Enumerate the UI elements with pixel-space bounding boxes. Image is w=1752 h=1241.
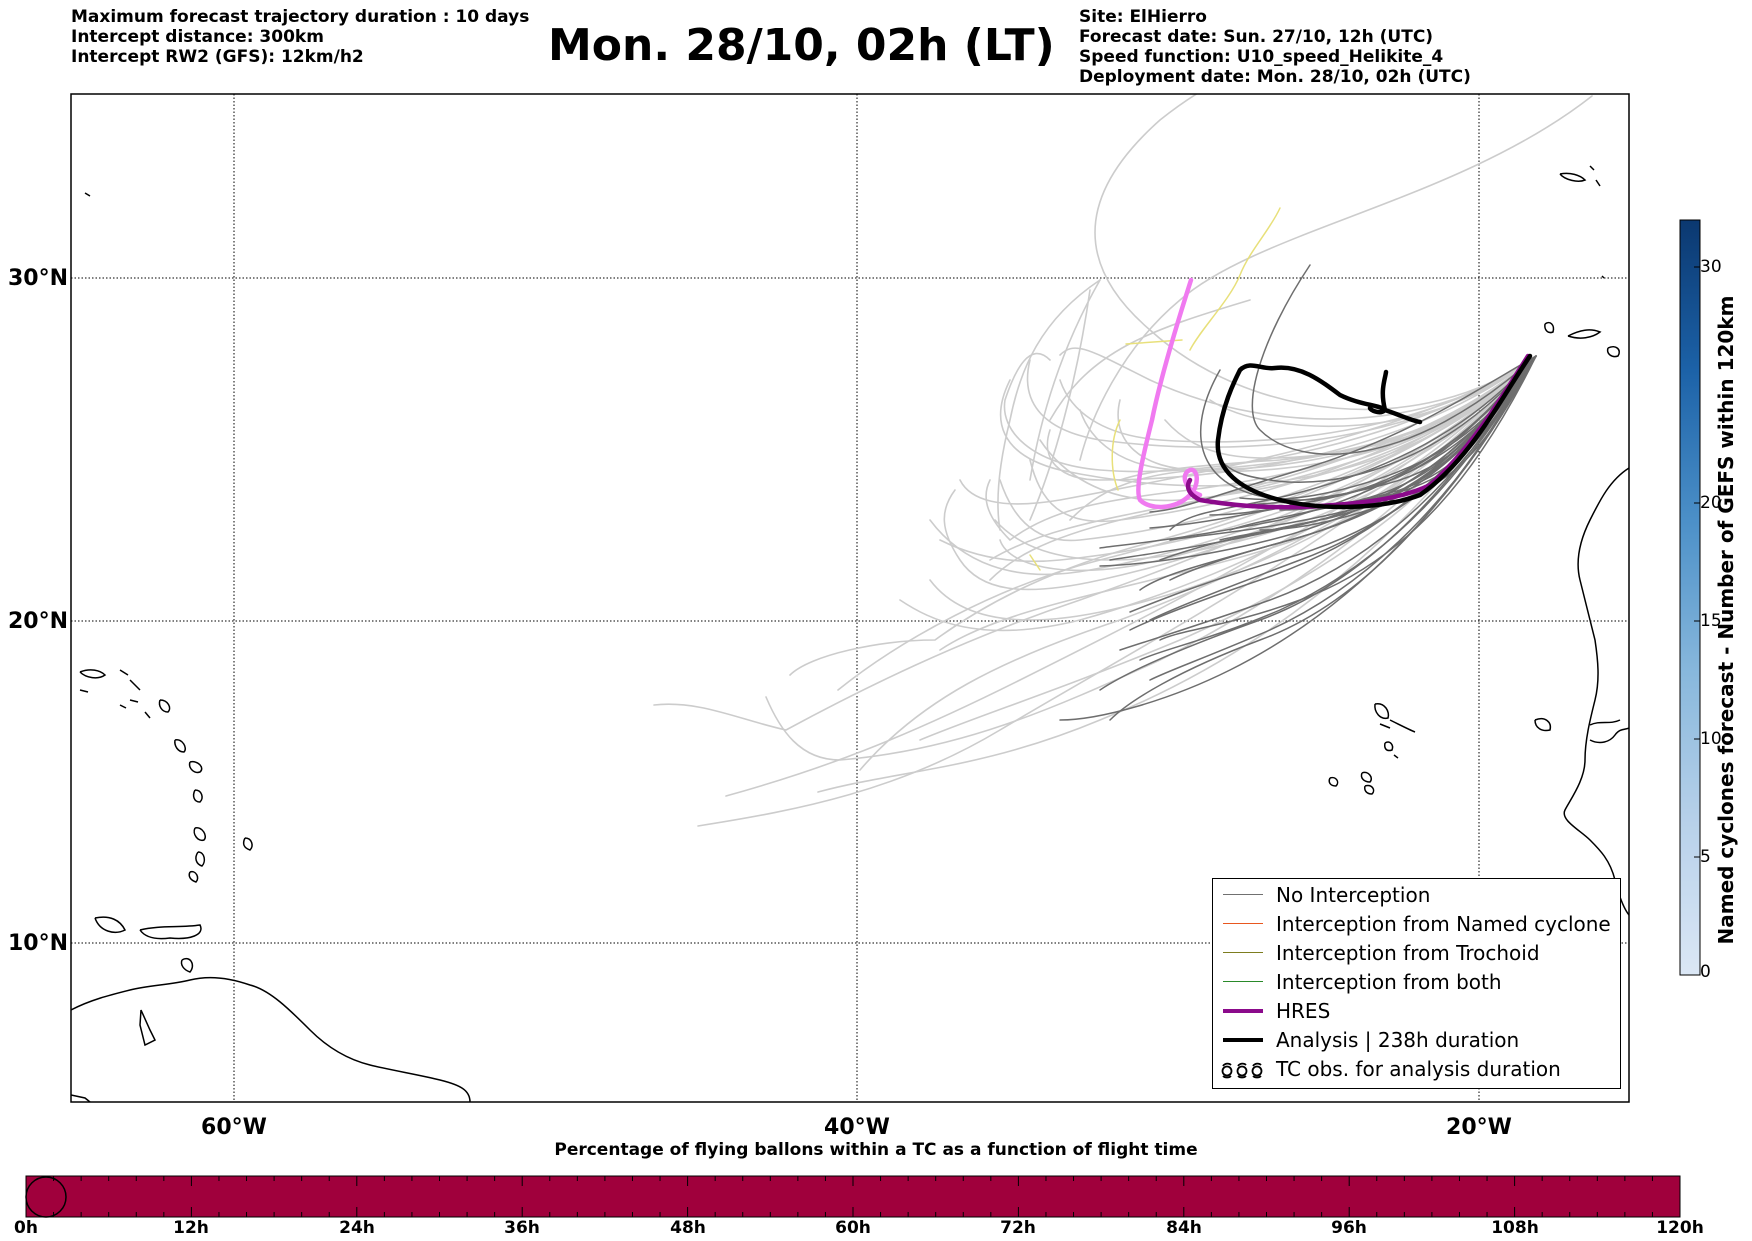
lat-label-20n: 20°N [8,609,69,634]
colorbar-tick-5: 5 [1700,847,1711,867]
pct-tick-48h: 48h [670,1218,706,1238]
header-line-duration: Maximum forecast trajectory duration : 1… [71,7,530,27]
legend-label: Interception from Trochoid [1276,941,1540,965]
no-interception-trajectories [1059,264,1537,721]
header-line-speed-function: Speed function: U10_speed_Helikite_4 [1079,47,1444,67]
legend-swatch [1223,1009,1263,1013]
pct-tick-96h: 96h [1331,1218,1367,1238]
legend-swatch [1223,952,1263,953]
legend-item-analysis: Analysis | 238h duration [1213,1026,1613,1054]
faded-trajectories [653,94,1593,827]
legend-label: Interception from both [1276,970,1502,994]
legend-label: TC obs. for analysis duration [1276,1057,1561,1081]
pct-tick-24h: 24h [339,1218,375,1238]
legend-swatch [1223,981,1263,982]
analysis-trajectory [1215,353,1533,510]
header-line-forecast-date: Forecast date: Sun. 27/10, 12h (UTC) [1079,27,1434,47]
colorbar-tick-10: 10 [1700,729,1722,749]
legend-label: Analysis | 238h duration [1276,1028,1520,1052]
header-left: Maximum forecast trajectory duration : 1… [71,7,529,67]
header-line-deployment-date: Deployment date: Mon. 28/10, 02h (UTC) [1079,67,1471,87]
header-line-distance: Intercept distance: 300km [71,27,324,47]
colorbar-tick-0: 0 [1700,962,1711,982]
colorbar-tick-15: 15 [1700,611,1722,631]
legend-label: Interception from Named cyclone [1276,912,1611,936]
pct-tick-0h: 0h [14,1218,38,1238]
colorbar-gradient [1679,219,1701,976]
legend-item-both: Interception from both [1213,968,1613,996]
lat-label-10n: 10°N [8,931,69,956]
pct-tick-108h: 108h [1491,1218,1539,1238]
header-line-intercept: Intercept RW2 (GFS): 12km/h2 [71,47,364,67]
map-legend: No Interception Interception from Named … [1212,878,1621,1089]
pct-tick-12h: 12h [173,1218,209,1238]
legend-item-named-cyclone: Interception from Named cyclone [1213,910,1613,938]
lon-label-20w: 20°W [1446,1115,1512,1140]
percentage-bar-title: Percentage of flying ballons within a TC… [554,1140,1198,1160]
legend-item-trochoid: Interception from Trochoid [1213,939,1613,967]
pct-tick-60h: 60h [835,1218,871,1238]
legend-swatch [1223,923,1263,924]
legend-swatch [1223,894,1263,895]
lon-label-40w: 40°W [824,1115,890,1140]
lon-label-60w: 60°W [201,1115,267,1140]
legend-item-hres: HRES [1213,997,1613,1025]
legend-item-no-interception: No Interception [1213,881,1613,909]
lat-label-30n: 30°N [8,266,69,291]
map-gridlines [71,94,1629,1102]
pct-tick-84h: 84h [1166,1218,1202,1238]
percentage-bar [25,1175,1681,1218]
pct-tick-120h: 120h [1656,1218,1704,1238]
header-right: Site: ElHierro Forecast date: Sun. 27/10… [1079,7,1471,87]
colorbar-tick-20: 20 [1700,493,1722,513]
coastlines [71,165,1629,1102]
map-frame [70,93,1630,1103]
yellow-trajectory-fragments [1029,207,1281,571]
page-title: Mon. 28/10, 02h (LT) [548,20,1055,71]
legend-swatch [1223,1038,1263,1042]
header-line-site: Site: ElHierro [1079,7,1207,27]
legend-label: HRES [1276,999,1331,1023]
colorbar [1679,219,1701,976]
hres-faded-trajectory [1136,277,1203,510]
colorbar-tick-30: 30 [1700,257,1722,277]
pct-tick-36h: 36h [504,1218,540,1238]
legend-label: No Interception [1276,883,1431,907]
percentage-marker [25,1176,67,1218]
cyclone-symbols-icon [1221,1062,1263,1079]
pct-tick-72h: 72h [1000,1218,1036,1238]
legend-item-tc-obs: TC obs. for analysis duration [1213,1055,1613,1083]
